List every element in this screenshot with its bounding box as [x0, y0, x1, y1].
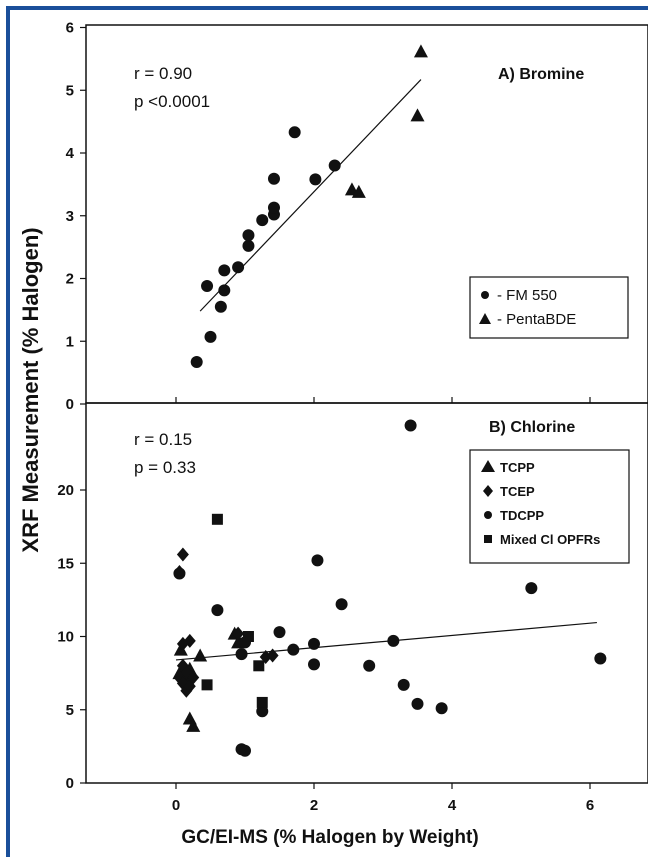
legend-tcpp-marker: [481, 460, 495, 472]
legend-pentabde-marker: [479, 313, 491, 324]
panel-b-point-circle: [239, 744, 251, 757]
legend-tcpp-label: TCPP: [500, 460, 535, 475]
panel-a-point-circle: [267, 201, 280, 214]
panel-b-x-tick-label: 0: [172, 797, 180, 814]
panel-b-r-value: r = 0.15: [134, 430, 192, 449]
panel-b-point-circle: [411, 697, 424, 710]
panel-b-x-tick-label: 2: [310, 797, 318, 814]
panel-a-point-circle: [204, 330, 217, 343]
panel-a-y-tick-label: 0: [66, 396, 74, 413]
figure-left-frame: [6, 6, 10, 857]
panel-a-r-value: r = 0.90: [134, 64, 192, 83]
x-axis-title: GC/EI-MS (% Halogen by Weight): [181, 827, 478, 848]
panel-a-y-tick-label: 1: [66, 333, 74, 350]
panel-b-legend: TCPP TCEP TDCPP Mixed Cl OPFRs: [469, 449, 630, 564]
panel-a-point-circle: [288, 126, 301, 139]
legend-tdcpp-marker: [484, 511, 492, 519]
panel-b-point-square: [201, 679, 213, 691]
legend-mixed-label: Mixed Cl OPFRs: [500, 532, 600, 547]
panel-b-point-square: [256, 696, 268, 708]
legend-fm550-marker: [481, 291, 489, 299]
panel-b-y-tick-label: 15: [57, 555, 74, 572]
panel-a-point-triangle: [351, 184, 366, 198]
panel-a-p-value: p <0.0001: [134, 92, 210, 111]
panel-a-title: A) Bromine: [498, 66, 584, 83]
panel-a-point-circle: [242, 229, 255, 242]
panel-a-legend-box: [469, 276, 629, 339]
panel-b-p-value: p = 0.33: [134, 458, 196, 477]
legend-pentabde-label: - PentaBDE: [497, 311, 576, 328]
panel-b-point-circle: [235, 648, 248, 661]
panel-b-point-circle: [173, 567, 186, 580]
panel-b-x-tick-label: 4: [448, 797, 457, 814]
panel-a-point-circle: [232, 261, 245, 274]
panel-b-point-circle: [397, 678, 410, 691]
legend-tdcpp-label: TDCPP: [500, 508, 544, 523]
legend-mixed-marker: [484, 535, 492, 543]
panel-a-point-circle: [218, 264, 231, 277]
figure-top-frame: [6, 6, 648, 10]
panel-a-point-circle: [242, 239, 255, 252]
panel-b-point-circle: [525, 582, 538, 595]
panel-a-point-circle: [309, 173, 322, 186]
panel-b-point-circle: [311, 554, 324, 567]
panel-a-y-tick-label: 3: [66, 208, 74, 225]
panel-b-point-square: [242, 631, 254, 642]
panel-a-point-circle: [328, 159, 341, 172]
panel-a-y-tick-label: 2: [66, 271, 74, 288]
panel-a-y-tick-label: 5: [66, 82, 74, 99]
panel-b-point-circle: [387, 634, 400, 647]
panel-b-point-circle: [273, 626, 286, 639]
panel-a-legend: - FM 550 - PentaBDE: [469, 276, 629, 339]
panel-b-point-diamond: [176, 636, 189, 651]
panel-b-point-triangle: [173, 642, 188, 656]
panel-b-title: B) Chlorine: [489, 419, 575, 436]
panel-b-y-tick-label: 10: [57, 629, 74, 646]
panel-b-y-tick-label: 20: [57, 482, 74, 499]
panel-a-point-circle: [256, 214, 269, 227]
panel-b-y-tick-label: 5: [66, 702, 74, 719]
panel-b-point-square: [253, 660, 265, 672]
panel-b-y-tick-label: 0: [66, 775, 74, 792]
panel-b-point-circle: [363, 659, 376, 672]
panel-b-point-circle: [287, 643, 300, 656]
panel-b-point-circle: [308, 658, 320, 671]
panel-b-point-circle: [256, 705, 269, 718]
panel-b-x-tick-label: 6: [586, 797, 594, 814]
panel-b-point-circle: [335, 598, 348, 611]
panel-b-point-diamond: [187, 670, 200, 685]
marks-layer: [172, 44, 607, 757]
panel-b-point-diamond: [266, 648, 279, 663]
panel-b-point-circle: [211, 604, 224, 617]
panel-a-point-circle: [218, 284, 231, 297]
panel-a-point-circle: [201, 280, 214, 293]
legend-tcep-label: TCEP: [500, 484, 535, 499]
panel-b-point-circle: [404, 419, 417, 432]
panel-b-point-circle: [308, 637, 320, 650]
legend-fm550-label: - FM 550: [497, 287, 557, 304]
panel-b-point-diamond: [232, 626, 245, 641]
panel-b-point-square: [211, 513, 223, 525]
panel-b-point-triangle: [193, 648, 208, 662]
panel-a-point-circle: [214, 300, 227, 313]
panel-b-point-circle: [594, 652, 607, 665]
panel-b-point-diamond: [176, 547, 189, 562]
panel-a-y-tick-label: 6: [66, 20, 74, 37]
panel-a-point-triangle: [413, 44, 428, 58]
ticks-layer: 0 1 2 3 4 5 6 0 5 10 15 20 0 2 4 6: [57, 20, 594, 815]
panel-b-legend-box: [469, 449, 630, 564]
legend-tcep-marker: [483, 485, 493, 497]
panel-b-point-circle: [435, 702, 448, 715]
y-axis-title: XRF Measurement (% Halogen): [18, 227, 43, 552]
panel-a-point-circle: [267, 172, 280, 185]
panel-a-point-triangle: [410, 108, 425, 122]
panel-b-point-triangle: [186, 718, 201, 732]
panel-b-frame: [85, 402, 648, 784]
panel-a-y-tick-label: 4: [66, 145, 75, 162]
panel-a-regression-line: [199, 79, 422, 312]
panel-a-point-circle: [190, 355, 203, 368]
